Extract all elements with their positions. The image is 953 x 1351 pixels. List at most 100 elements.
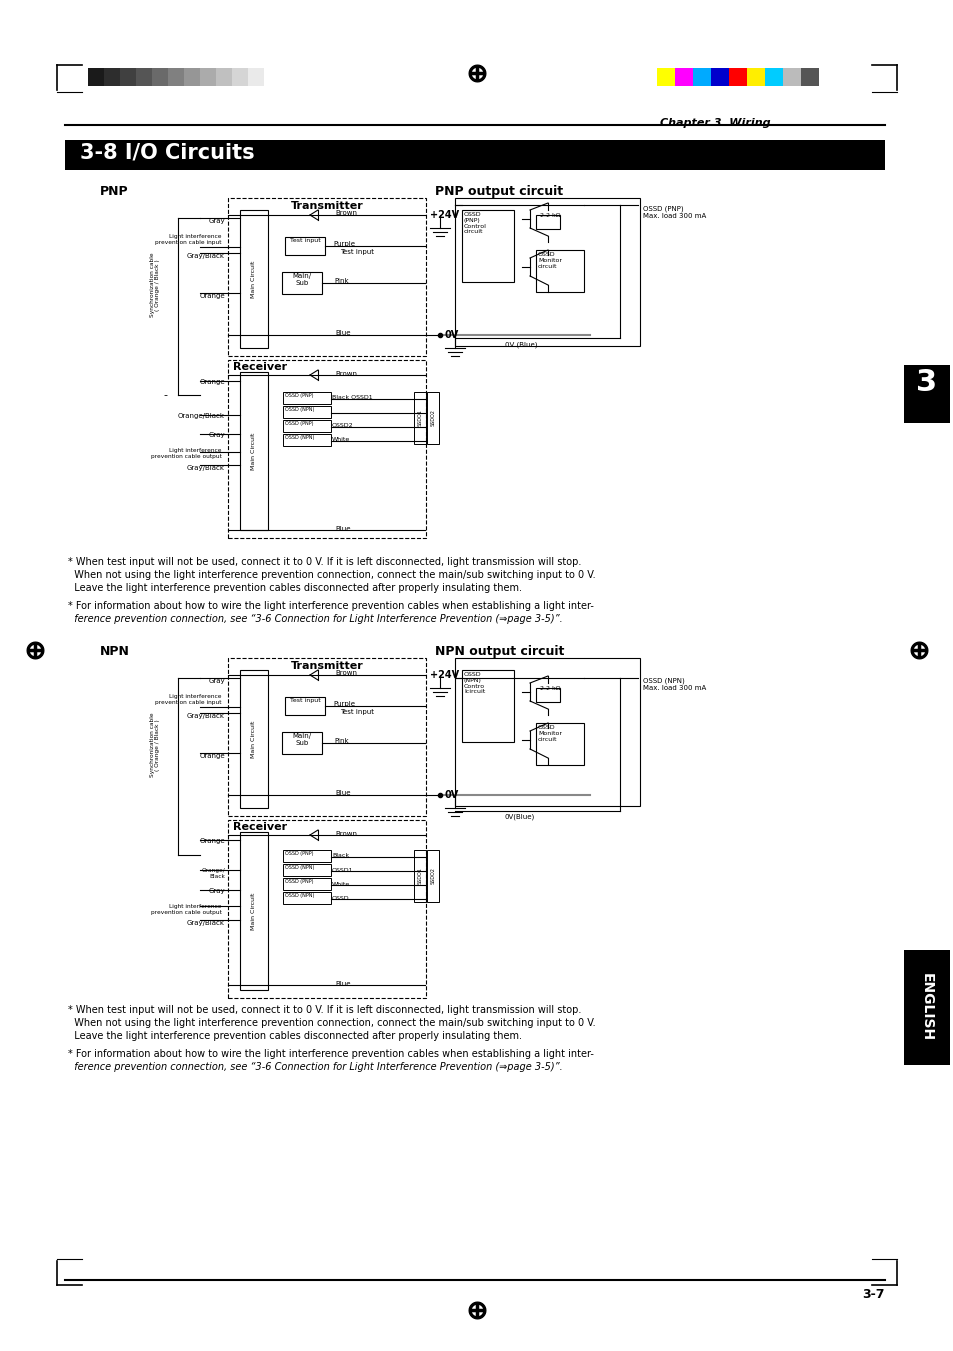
Text: Synchronization cable
( Orange / Black ): Synchronization cable ( Orange / Black ) <box>150 713 160 777</box>
Text: NPN output circuit: NPN output circuit <box>435 644 564 658</box>
Bar <box>228 359 426 538</box>
Bar <box>692 68 710 86</box>
Text: 2.2 kΩ: 2.2 kΩ <box>539 213 560 218</box>
Text: +24V: +24V <box>430 209 458 220</box>
Bar <box>903 365 949 423</box>
Text: Blue: Blue <box>335 981 350 988</box>
Bar <box>104 68 120 86</box>
Bar <box>240 209 268 349</box>
Text: ENGLISH: ENGLISH <box>919 973 933 1042</box>
Bar <box>88 68 104 86</box>
Text: PNP output circuit: PNP output circuit <box>435 185 562 199</box>
Text: Brown: Brown <box>335 372 356 377</box>
Bar <box>903 950 949 1065</box>
Text: Brown: Brown <box>335 209 356 216</box>
Text: OSSD (PNP): OSSD (PNP) <box>285 851 314 857</box>
Text: Main Circuit: Main Circuit <box>252 261 256 297</box>
Text: Black OSSD1: Black OSSD1 <box>332 394 373 400</box>
Text: +24V: +24V <box>430 670 458 680</box>
Text: Gray/Black: Gray/Black <box>187 920 225 925</box>
Bar <box>200 68 215 86</box>
Text: ference prevention connection, see “3-6 Connection for Light Interference Preven: ference prevention connection, see “3-6 … <box>68 1062 562 1071</box>
Bar <box>675 68 692 86</box>
Text: Main Circuit: Main Circuit <box>252 432 256 470</box>
Text: OSSD (PNP): OSSD (PNP) <box>285 393 314 399</box>
Bar <box>240 832 268 990</box>
Text: Leave the light interference prevention cables disconnected after properly insul: Leave the light interference prevention … <box>68 1031 521 1042</box>
Text: Blue: Blue <box>335 330 350 336</box>
Text: Light interference
prevention cable input: Light interference prevention cable inpu… <box>155 234 222 245</box>
Text: Main Circuit: Main Circuit <box>252 720 256 758</box>
Bar <box>264 68 280 86</box>
Bar <box>414 850 426 902</box>
Bar <box>215 68 232 86</box>
Bar <box>120 68 136 86</box>
Bar <box>152 68 168 86</box>
Text: OSSD (PNP): OSSD (PNP) <box>285 422 314 427</box>
Text: * For information about how to wire the light interference prevention cables whe: * For information about how to wire the … <box>68 1048 594 1059</box>
Text: Gray/Black: Gray/Black <box>187 465 225 471</box>
Text: Test input: Test input <box>339 249 374 255</box>
Text: OSSD
(NPN)
Contro
lcircuit: OSSD (NPN) Contro lcircuit <box>463 671 485 694</box>
Bar <box>228 658 426 816</box>
Text: 3: 3 <box>916 367 937 397</box>
Bar <box>746 68 764 86</box>
Text: Orange: Orange <box>199 753 225 759</box>
Bar <box>65 141 884 170</box>
Text: Orange: Orange <box>199 380 225 385</box>
Bar <box>710 68 728 86</box>
Text: 0V(Blue): 0V(Blue) <box>504 815 535 820</box>
Text: Purple: Purple <box>333 240 355 247</box>
Text: Light interference
prevention cable output: Light interference prevention cable outp… <box>151 449 222 459</box>
Bar <box>240 670 268 808</box>
Bar <box>427 850 438 902</box>
Text: 0V: 0V <box>444 330 458 340</box>
Text: * When test input will not be used, connect it to 0 V. If it is left disconnecte: * When test input will not be used, conn… <box>68 557 580 567</box>
Text: OSSD (PNP)
Max. load 300 mA: OSSD (PNP) Max. load 300 mA <box>642 205 705 219</box>
Bar <box>283 407 331 417</box>
Text: Orange: Orange <box>199 838 225 844</box>
Bar <box>455 658 639 807</box>
Text: -: - <box>163 390 167 400</box>
Text: 0V: 0V <box>444 790 458 800</box>
Text: Orange: Orange <box>199 293 225 299</box>
Text: Gray: Gray <box>208 218 225 224</box>
Text: * When test input will not be used, connect it to 0 V. If it is left disconnecte: * When test input will not be used, conn… <box>68 1005 580 1015</box>
Text: Leave the light interference prevention cables disconnected after properly insul: Leave the light interference prevention … <box>68 584 521 593</box>
Bar <box>427 392 438 444</box>
Text: PNP: PNP <box>100 185 129 199</box>
Text: Purple: Purple <box>333 701 355 707</box>
Text: 3-7: 3-7 <box>862 1288 884 1301</box>
Text: SSDO2: SSDO2 <box>430 867 435 885</box>
Text: Brown: Brown <box>335 831 356 838</box>
Text: Test input: Test input <box>290 238 320 243</box>
Text: Brown: Brown <box>335 670 356 676</box>
Text: Blue: Blue <box>335 790 350 796</box>
Bar <box>801 68 818 86</box>
Text: Receiver: Receiver <box>233 362 287 372</box>
Text: Gray: Gray <box>208 888 225 894</box>
Text: * For information about how to wire the light interference prevention cables whe: * For information about how to wire the … <box>68 601 594 611</box>
Text: OSSD: OSSD <box>332 896 349 901</box>
Text: Main/
Sub: Main/ Sub <box>293 273 312 286</box>
Bar <box>184 68 200 86</box>
Text: SSDO1: SSDO1 <box>417 409 422 427</box>
Bar <box>282 272 322 295</box>
Text: ference prevention connection, see “3-6 Connection for Light Interference Preven: ference prevention connection, see “3-6 … <box>68 613 562 624</box>
Bar <box>136 68 152 86</box>
Text: SSDO2: SSDO2 <box>430 409 435 427</box>
Bar <box>228 199 426 357</box>
Text: Pink: Pink <box>334 278 348 284</box>
Text: Gray: Gray <box>208 432 225 438</box>
Text: Gray: Gray <box>208 678 225 684</box>
Bar <box>240 372 268 530</box>
Text: OSSD
Monitor
circuit: OSSD Monitor circuit <box>537 725 561 742</box>
Text: Light interference
prevention cable input: Light interference prevention cable inpu… <box>155 694 222 705</box>
Text: OSSD1: OSSD1 <box>332 867 354 873</box>
Text: Chapter 3  Wiring: Chapter 3 Wiring <box>659 118 770 128</box>
Text: OSSD
Monitor
circuit: OSSD Monitor circuit <box>537 253 561 269</box>
Text: Gray/Black: Gray/Black <box>187 713 225 719</box>
Bar <box>414 392 426 444</box>
Bar <box>283 420 331 432</box>
Text: NPN: NPN <box>100 644 130 658</box>
